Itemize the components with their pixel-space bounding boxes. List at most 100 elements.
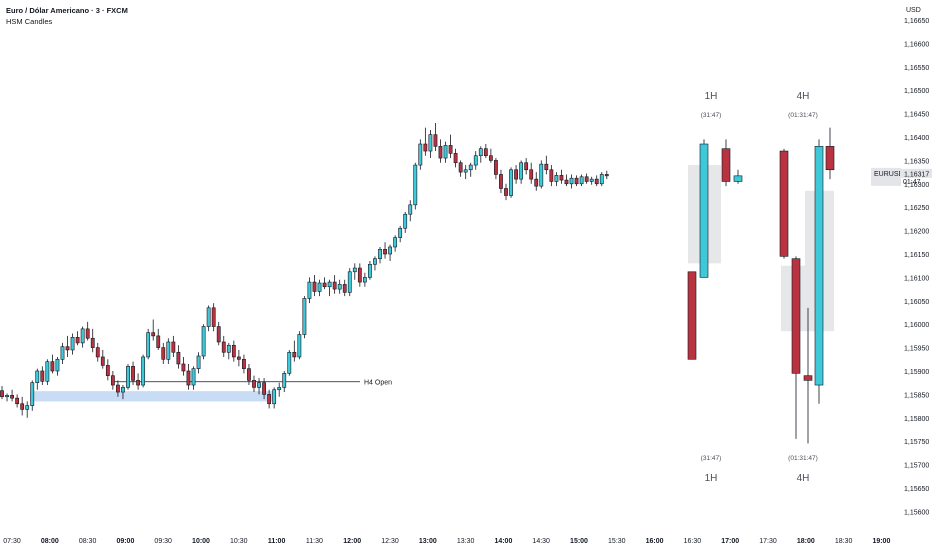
candle xyxy=(201,324,206,360)
candle xyxy=(352,263,357,280)
candle xyxy=(332,275,337,294)
candle-body xyxy=(332,281,337,290)
htf-4h-candle xyxy=(791,256,801,439)
price-tick-label: 1,16200 xyxy=(904,229,929,236)
candle-body xyxy=(554,175,559,182)
htf-4h-candle-body xyxy=(791,258,801,374)
candle-body xyxy=(423,143,428,152)
candle xyxy=(418,139,423,170)
candle xyxy=(75,331,80,346)
countdown-label: 01:47 xyxy=(903,179,921,186)
candle xyxy=(393,235,398,252)
candle-body xyxy=(65,346,70,351)
candle-body xyxy=(196,355,201,369)
time-tick-label: 14:00 xyxy=(494,538,512,545)
htf-timer-label-bottom: (01:31:47) xyxy=(788,455,818,462)
time-tick-label: 17:00 xyxy=(721,538,739,545)
candle xyxy=(317,279,322,297)
candle-body xyxy=(20,403,25,410)
candle-body xyxy=(0,390,4,398)
candle xyxy=(262,378,266,400)
candle xyxy=(126,363,130,390)
candle-body xyxy=(569,177,574,185)
htf-4h-candle xyxy=(814,139,824,404)
h4-open-label: H4 Open xyxy=(364,379,392,386)
candle xyxy=(373,256,377,271)
candle xyxy=(438,139,443,163)
price-tick-label: 1,15950 xyxy=(904,346,929,353)
htf-timer-label-bottom: (31:47) xyxy=(701,455,722,462)
price-tick-label: 1,16100 xyxy=(904,275,929,282)
candle-body xyxy=(231,344,236,358)
time-tick-label: 16:30 xyxy=(684,538,702,545)
price-tick-label: 1,15800 xyxy=(904,416,929,423)
candle-body xyxy=(70,337,75,351)
candle-body xyxy=(297,334,302,358)
candle-body xyxy=(262,382,266,395)
candle-body xyxy=(448,145,453,154)
candle xyxy=(231,340,236,362)
candle xyxy=(70,333,75,355)
candle xyxy=(524,158,529,175)
candle xyxy=(468,162,473,177)
candle xyxy=(403,211,408,233)
htf-4h-candle-body xyxy=(779,150,789,257)
time-tick-label: 19:00 xyxy=(872,538,890,545)
candle xyxy=(378,246,382,264)
candle xyxy=(584,173,589,184)
time-tick-label: 18:00 xyxy=(797,538,815,545)
candle-body xyxy=(494,160,498,175)
candle xyxy=(483,144,488,159)
price-tick-label: 1,16050 xyxy=(904,299,929,306)
candle xyxy=(277,382,282,397)
candle xyxy=(136,373,140,390)
candle xyxy=(35,368,40,390)
time-tick-label: 12:30 xyxy=(381,538,399,545)
candle xyxy=(80,326,85,348)
price-tick-label: 1,16250 xyxy=(904,205,929,212)
candle-body xyxy=(368,263,372,278)
candle-body xyxy=(473,155,478,166)
htf-4h-candle xyxy=(803,307,813,444)
htf-candles-layer: 1H (31:47) (31:47) 1H 4H (01:31:47) (01:31:47)… xyxy=(687,91,835,484)
candle-body xyxy=(242,358,246,369)
htf-timeframe-label-bottom: 1H xyxy=(705,473,718,484)
candle-body xyxy=(90,337,95,348)
candle-body xyxy=(564,179,569,185)
candle xyxy=(272,387,277,409)
candle-body xyxy=(272,389,277,405)
htf-timeframe-label-bottom: 4H xyxy=(797,473,810,484)
axes-layer: USD 1,16650 1,16600 1,16550 1,16500 1,16450 1,… xyxy=(3,7,932,545)
indicator-name[interactable]: HSM Candles xyxy=(6,17,53,26)
candle xyxy=(252,375,256,393)
candle xyxy=(221,335,226,357)
candle-body xyxy=(176,351,181,365)
candle-body xyxy=(337,284,342,290)
candle-body xyxy=(458,162,463,173)
time-tick-label: 11:30 xyxy=(306,538,323,545)
candle xyxy=(554,172,559,187)
candle xyxy=(549,165,554,187)
candle-body xyxy=(55,358,60,372)
candle-body xyxy=(604,174,609,177)
price-tick-label: 1,16150 xyxy=(904,252,929,259)
candle-body xyxy=(166,341,171,360)
candle-body xyxy=(408,204,413,215)
candle xyxy=(90,328,95,353)
time-tick-label: 10:00 xyxy=(192,538,210,545)
candle-body xyxy=(534,178,539,187)
candle-body xyxy=(589,178,594,182)
candle xyxy=(428,129,433,159)
candle xyxy=(458,160,463,177)
candle xyxy=(534,172,539,191)
candle xyxy=(362,272,367,287)
htf-1h-candle-body xyxy=(733,175,743,182)
candle xyxy=(131,361,135,386)
price-tick-label: 1,15600 xyxy=(904,509,929,516)
candle-body xyxy=(277,387,282,391)
candle-body xyxy=(443,145,448,159)
candle-body xyxy=(519,162,524,180)
candle xyxy=(398,225,403,243)
candle xyxy=(529,162,534,184)
